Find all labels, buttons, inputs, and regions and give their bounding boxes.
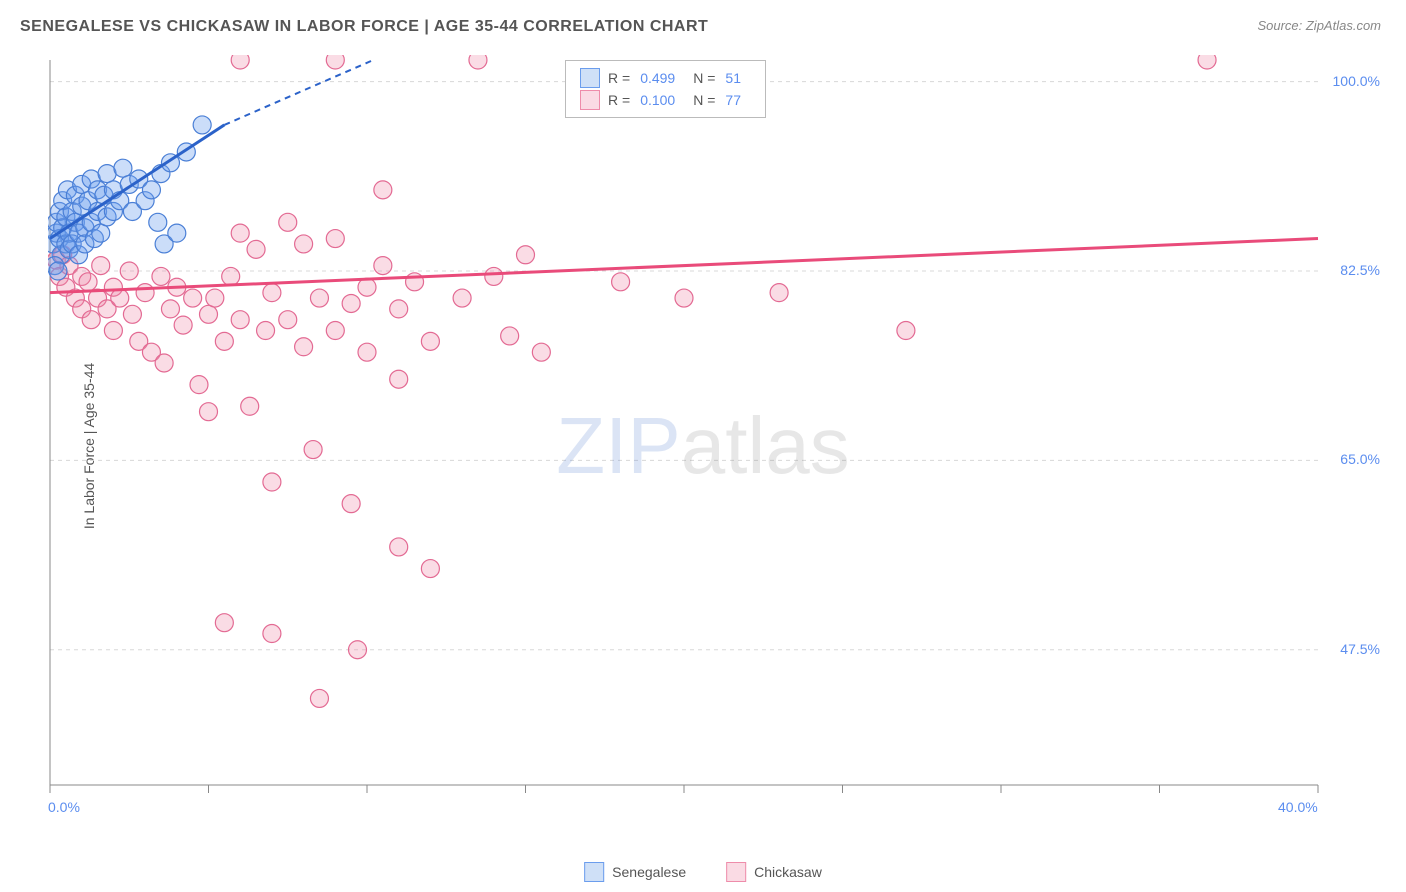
n-value-chickasaw: 77 [725,89,741,111]
r-label: R = [608,89,630,111]
swatch-senegalese [580,68,600,88]
legend-label-senegalese: Senegalese [612,864,686,880]
y-tick-label: 65.0% [1340,451,1380,467]
r-value-chickasaw: 0.100 [640,89,675,111]
plot-area: 47.5% 65.0% 82.5% 100.0% 0.0% 40.0% [48,55,1378,815]
r-value-senegalese: 0.499 [640,67,675,89]
y-tick-label: 82.5% [1340,262,1380,278]
legend-item-chickasaw: Chickasaw [726,862,822,882]
legend-label-chickasaw: Chickasaw [754,864,822,880]
n-value-senegalese: 51 [725,67,741,89]
scatter-svg [48,55,1378,815]
swatch-chickasaw [580,90,600,110]
x-max-label: 40.0% [1278,799,1318,815]
x-min-label: 0.0% [48,799,80,815]
swatch-senegalese [584,862,604,882]
r-label: R = [608,67,630,89]
chart-title: SENEGALESE VS CHICKASAW IN LABOR FORCE |… [20,18,708,36]
legend-item-senegalese: Senegalese [584,862,686,882]
n-label: N = [693,89,715,111]
y-tick-label: 100.0% [1333,73,1380,89]
series-legend: Senegalese Chickasaw [584,862,822,882]
source-text: Source: ZipAtlas.com [1257,18,1381,33]
stats-legend: R = 0.499 N = 51 R = 0.100 N = 77 [565,60,766,118]
stats-row-chickasaw: R = 0.100 N = 77 [580,89,751,111]
stats-row-senegalese: R = 0.499 N = 51 [580,67,751,89]
n-label: N = [693,67,715,89]
swatch-chickasaw [726,862,746,882]
y-tick-label: 47.5% [1340,641,1380,657]
